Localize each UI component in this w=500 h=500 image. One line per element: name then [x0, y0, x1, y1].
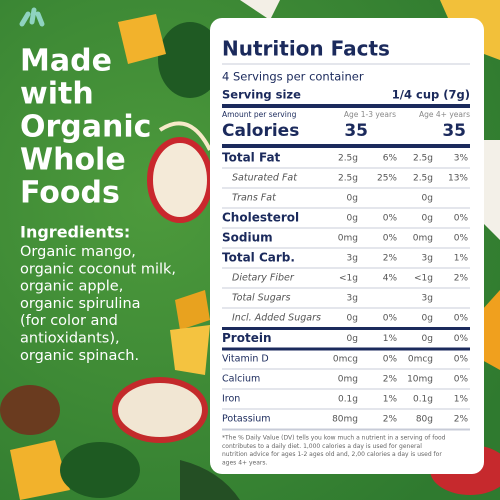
nutrient-name: Total Fat — [222, 151, 281, 165]
nutrient-value: 2% — [454, 274, 469, 284]
amount-label: Amount per serving — [222, 110, 297, 119]
nutrient-name: Total Sugars — [232, 293, 290, 304]
nutrient-value: 2.5g — [338, 154, 358, 164]
nutrient-name: Potassium — [222, 414, 271, 425]
nutrient-value: 2% — [383, 254, 398, 264]
nutrient-name: Saturated Fat — [232, 173, 298, 184]
nutrient-value: 3g — [347, 254, 358, 264]
nutrient-value: 10mg — [407, 375, 433, 385]
ingredients-line: Organic mango, — [20, 244, 136, 260]
nutrient-value: 0g — [422, 194, 433, 204]
nutrient-value: 0% — [454, 314, 469, 324]
nutrient-value: 0% — [383, 234, 398, 244]
calories-value: 35 — [442, 121, 466, 141]
nutrient-value: 6% — [383, 154, 398, 164]
nutrient-name: Cholesterol — [222, 211, 299, 225]
age-label: Age 4+ years — [419, 110, 470, 119]
nutrient-value: 1% — [383, 395, 398, 405]
nutrient-value: 0g — [347, 334, 358, 344]
nutrient-value: 80mg — [332, 415, 358, 425]
nutrient-value: 2% — [454, 415, 469, 425]
nutrient-value: 0mcg — [333, 355, 358, 365]
nutrient-value: 0% — [454, 234, 469, 244]
nutrient-value: 0g — [347, 194, 358, 204]
nutrition-facts: Nutrition Facts 4 Servings per container S… — [222, 37, 470, 466]
nutrient-value: 0mg — [338, 375, 358, 385]
nutrient-value: 25% — [377, 174, 397, 184]
nutrient-value: 0g — [347, 214, 358, 224]
nutrient-value: 0g — [347, 314, 358, 324]
nutrient-value: 0g — [422, 214, 433, 224]
nutrient-value: 0% — [454, 375, 469, 385]
calories-value: 35 — [344, 121, 368, 141]
nutrient-name: Protein — [222, 331, 272, 345]
nutrient-name: Trans Fat — [232, 193, 277, 204]
nutrient-value: 0g — [422, 314, 433, 324]
ingredients-line: organic spirulina — [20, 296, 141, 312]
ingredients-title: Ingredients: — [20, 223, 130, 242]
headline-line: Whole — [20, 143, 126, 178]
nutrient-value: 3g — [422, 254, 433, 264]
footnote: ages 4+ years. — [222, 459, 267, 466]
serving-size: 1/4 cup (7g) — [392, 88, 470, 102]
ingredients-line: organic coconut milk, — [20, 261, 176, 277]
nutrient-value: 80g — [416, 415, 433, 425]
nutrient-value: 2% — [383, 415, 398, 425]
nutrient-value: 2.5g — [413, 174, 433, 184]
nutrient-value: 0% — [454, 355, 469, 365]
nutrient-value: 1% — [454, 395, 469, 405]
serving-size-label: Serving size — [222, 88, 301, 102]
nutrient-value: 2.5g — [413, 154, 433, 164]
ingredients-line: antioxidants), — [20, 331, 120, 347]
nutrient-value: 0g — [422, 334, 433, 344]
nutrient-value: 0% — [454, 334, 469, 344]
nutrition-panel — [210, 18, 484, 474]
nutrient-value: 0mcg — [408, 355, 433, 365]
nutrient-value: 2.5g — [338, 174, 358, 184]
age-label: Age 1-3 years — [344, 110, 396, 119]
footnote: *The % Daily Value (DV) tells you kow mu… — [222, 435, 446, 442]
nutrient-value: 0% — [383, 214, 398, 224]
nutrient-name: Dietary Fiber — [232, 273, 295, 284]
nutrient-name: Incl. Added Sugars — [232, 313, 321, 324]
nutrient-value: 0% — [383, 314, 398, 324]
nutrient-value: 1% — [383, 334, 398, 344]
ingredients-line: (for color and — [20, 313, 118, 329]
footnote: contributes to a daily diet. 1,000 calor… — [222, 443, 422, 450]
nutrient-value: 13% — [448, 174, 468, 184]
nutrient-value: 0.1g — [413, 395, 433, 405]
nutrient-name: Vitamin D — [222, 354, 269, 365]
servings: 4 Servings per container — [222, 70, 364, 84]
nutrient-value: 3% — [454, 154, 469, 164]
nutrient-value: 0mg — [413, 234, 433, 244]
nutrient-name: Total Carb. — [222, 251, 295, 265]
headline-line: Foods — [20, 176, 120, 211]
nutrient-value: 0mg — [338, 234, 358, 244]
nutrient-value: 3g — [422, 294, 433, 304]
ingredients-line: organic apple, — [20, 279, 123, 295]
nutrient-name: Iron — [222, 394, 240, 405]
nutrient-value: 3g — [347, 294, 358, 304]
headline-line: with — [20, 77, 94, 112]
nutrient-name: Calcium — [222, 374, 260, 385]
nutrient-value: 2% — [383, 375, 398, 385]
nutrient-value: 1% — [454, 254, 469, 264]
nutrient-name: Sodium — [222, 231, 273, 245]
nutrient-value: <1g — [414, 274, 433, 284]
headline-line: Made — [20, 44, 112, 79]
footnote: nutrition advice for ages 1-2 ages old a… — [222, 451, 442, 458]
panel-title: Nutrition Facts — [222, 37, 390, 61]
nutrient-value: 0% — [383, 355, 398, 365]
ingredients-line: organic spinach. — [20, 348, 139, 364]
nutrient-value: 4% — [383, 274, 398, 284]
calories-label: Calories — [222, 121, 299, 141]
nutrient-value: 0.1g — [338, 395, 358, 405]
headline-line: Organic — [20, 110, 151, 145]
nutrient-value: <1g — [339, 274, 358, 284]
nutrient-value: 0% — [454, 214, 469, 224]
